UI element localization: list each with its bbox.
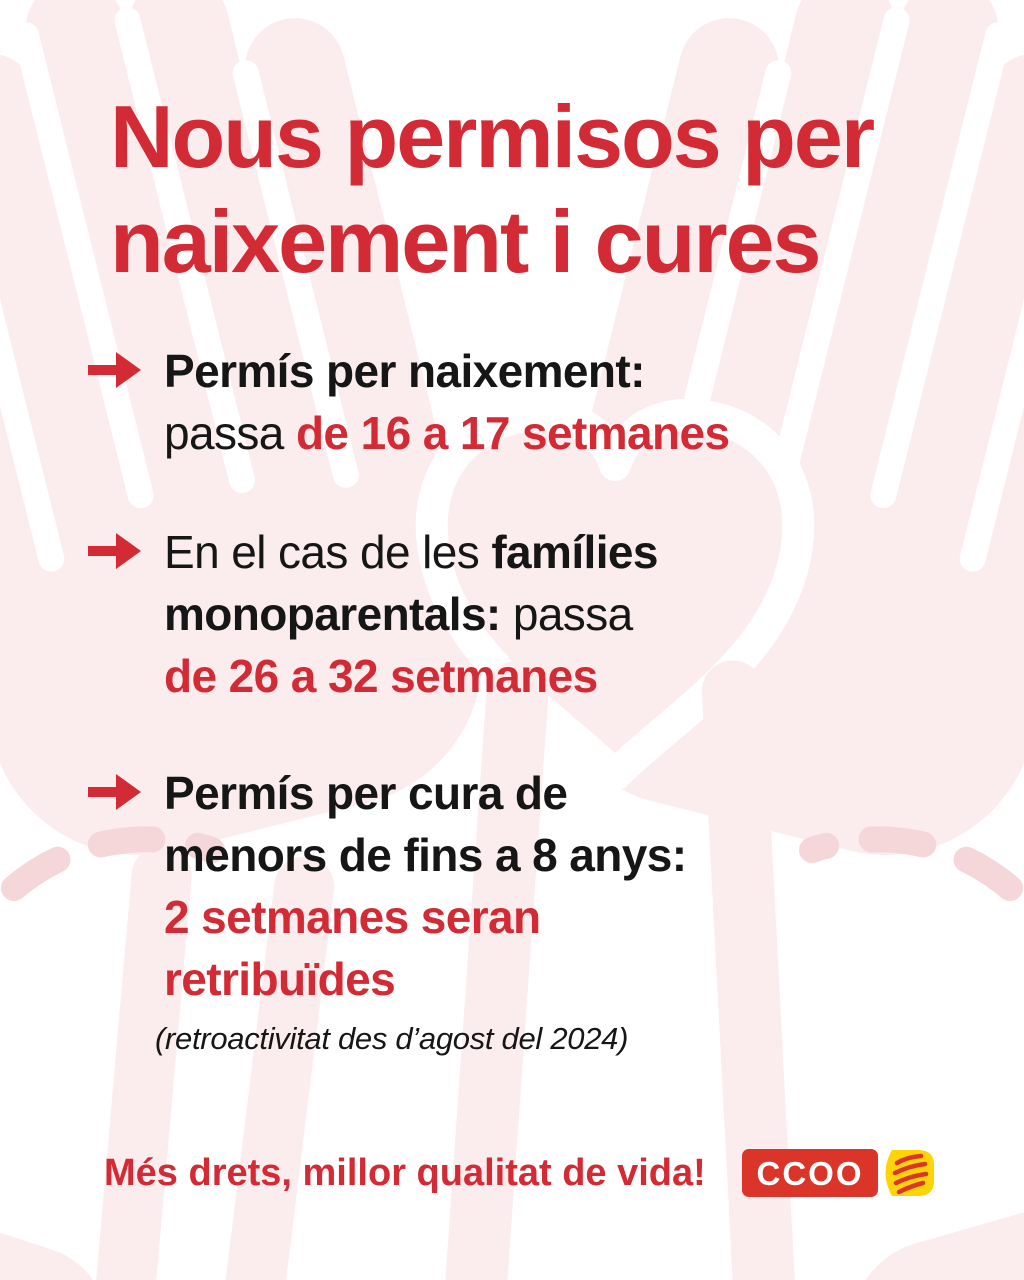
bullet-permis-cura-menors: Permís per cura de menors de fins a 8 an…	[88, 762, 687, 1010]
arrow-right-icon	[88, 533, 141, 569]
bullet3-line1: Permís per cura de	[164, 767, 568, 819]
page-title-line2: naixement i cures	[110, 192, 821, 291]
bullet3-line3: 2 setmanes seran	[164, 891, 541, 943]
bullet-families-monoparentals: En el cas de les famílies monoparentals:…	[88, 521, 658, 707]
arrow-right-icon	[88, 352, 141, 388]
page-title: Nous permisos per naixement i cures	[110, 84, 875, 294]
page-title-line1: Nous permisos per	[110, 87, 875, 186]
footer-tagline: Més drets, millor qualitat de vida!	[104, 1152, 706, 1194]
bullet2-line2: monoparentals: passa	[164, 588, 633, 640]
bullet3-line2: menors de fins a 8 anys:	[164, 829, 687, 881]
ccoo-logo-senyera-flag	[885, 1150, 934, 1196]
bullet1-line2: passa de 16 a 17 setmanes	[164, 407, 730, 459]
bullet2-line1: En el cas de les famílies	[164, 526, 658, 578]
ccoo-logo-text: CCOO	[757, 1155, 864, 1192]
arrow-right-icon	[88, 774, 141, 810]
bullet2-line3: de 26 a 32 setmanes	[164, 650, 598, 702]
bullet3-line4: retribuïdes	[164, 953, 396, 1005]
bullet1-line1: Permís per naixement:	[164, 345, 645, 397]
ccoo-logo-red-box	[742, 1149, 878, 1197]
bullet-permis-naixement: Permís per naixement: passa de 16 a 17 s…	[88, 340, 730, 464]
ccoo-logo: CCOO	[742, 1149, 934, 1197]
retroactivity-note: (retroactivitat des d’agost del 2024)	[155, 1021, 629, 1056]
